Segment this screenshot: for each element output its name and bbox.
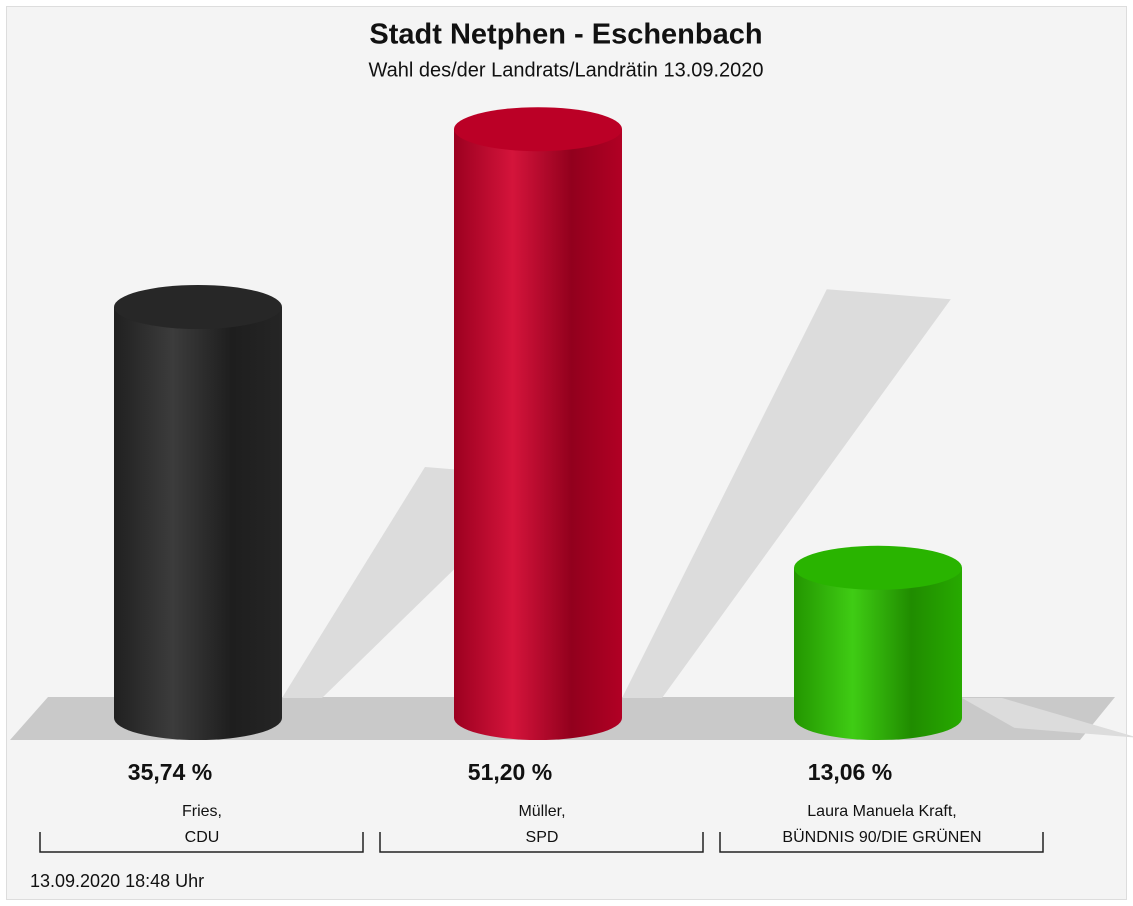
bar-top xyxy=(454,107,622,152)
category-label: Laura Manuela Kraft, BÜNDNIS 90/DIE GRÜN… xyxy=(782,803,982,846)
value-label: 13,06 % xyxy=(808,759,892,785)
bar-body xyxy=(454,129,622,740)
category-label: Müller, SPD xyxy=(518,803,566,846)
bar-shadow xyxy=(962,698,1133,738)
category-bracket xyxy=(379,832,704,853)
bar-top xyxy=(794,545,962,590)
category-bracket xyxy=(719,832,1044,853)
chart-subtitle: Wahl des/der Landrats/Landrätin 13.09.20… xyxy=(368,59,763,81)
bar xyxy=(114,284,282,740)
category-bracket xyxy=(39,832,364,853)
value-label: 35,74 % xyxy=(128,759,212,785)
category-label: Fries, CDU xyxy=(182,803,222,846)
bar xyxy=(794,545,962,740)
chart-title: Stadt Netphen - Eschenbach xyxy=(369,19,762,51)
footer: 13.09.2020 18:48 Uhr xyxy=(30,871,204,891)
value-label: 51,20 % xyxy=(468,759,552,785)
bar-body xyxy=(114,306,282,740)
bar-shadow xyxy=(622,289,951,698)
bar xyxy=(454,107,622,740)
bar-top xyxy=(114,284,282,329)
bar-body xyxy=(794,567,962,740)
